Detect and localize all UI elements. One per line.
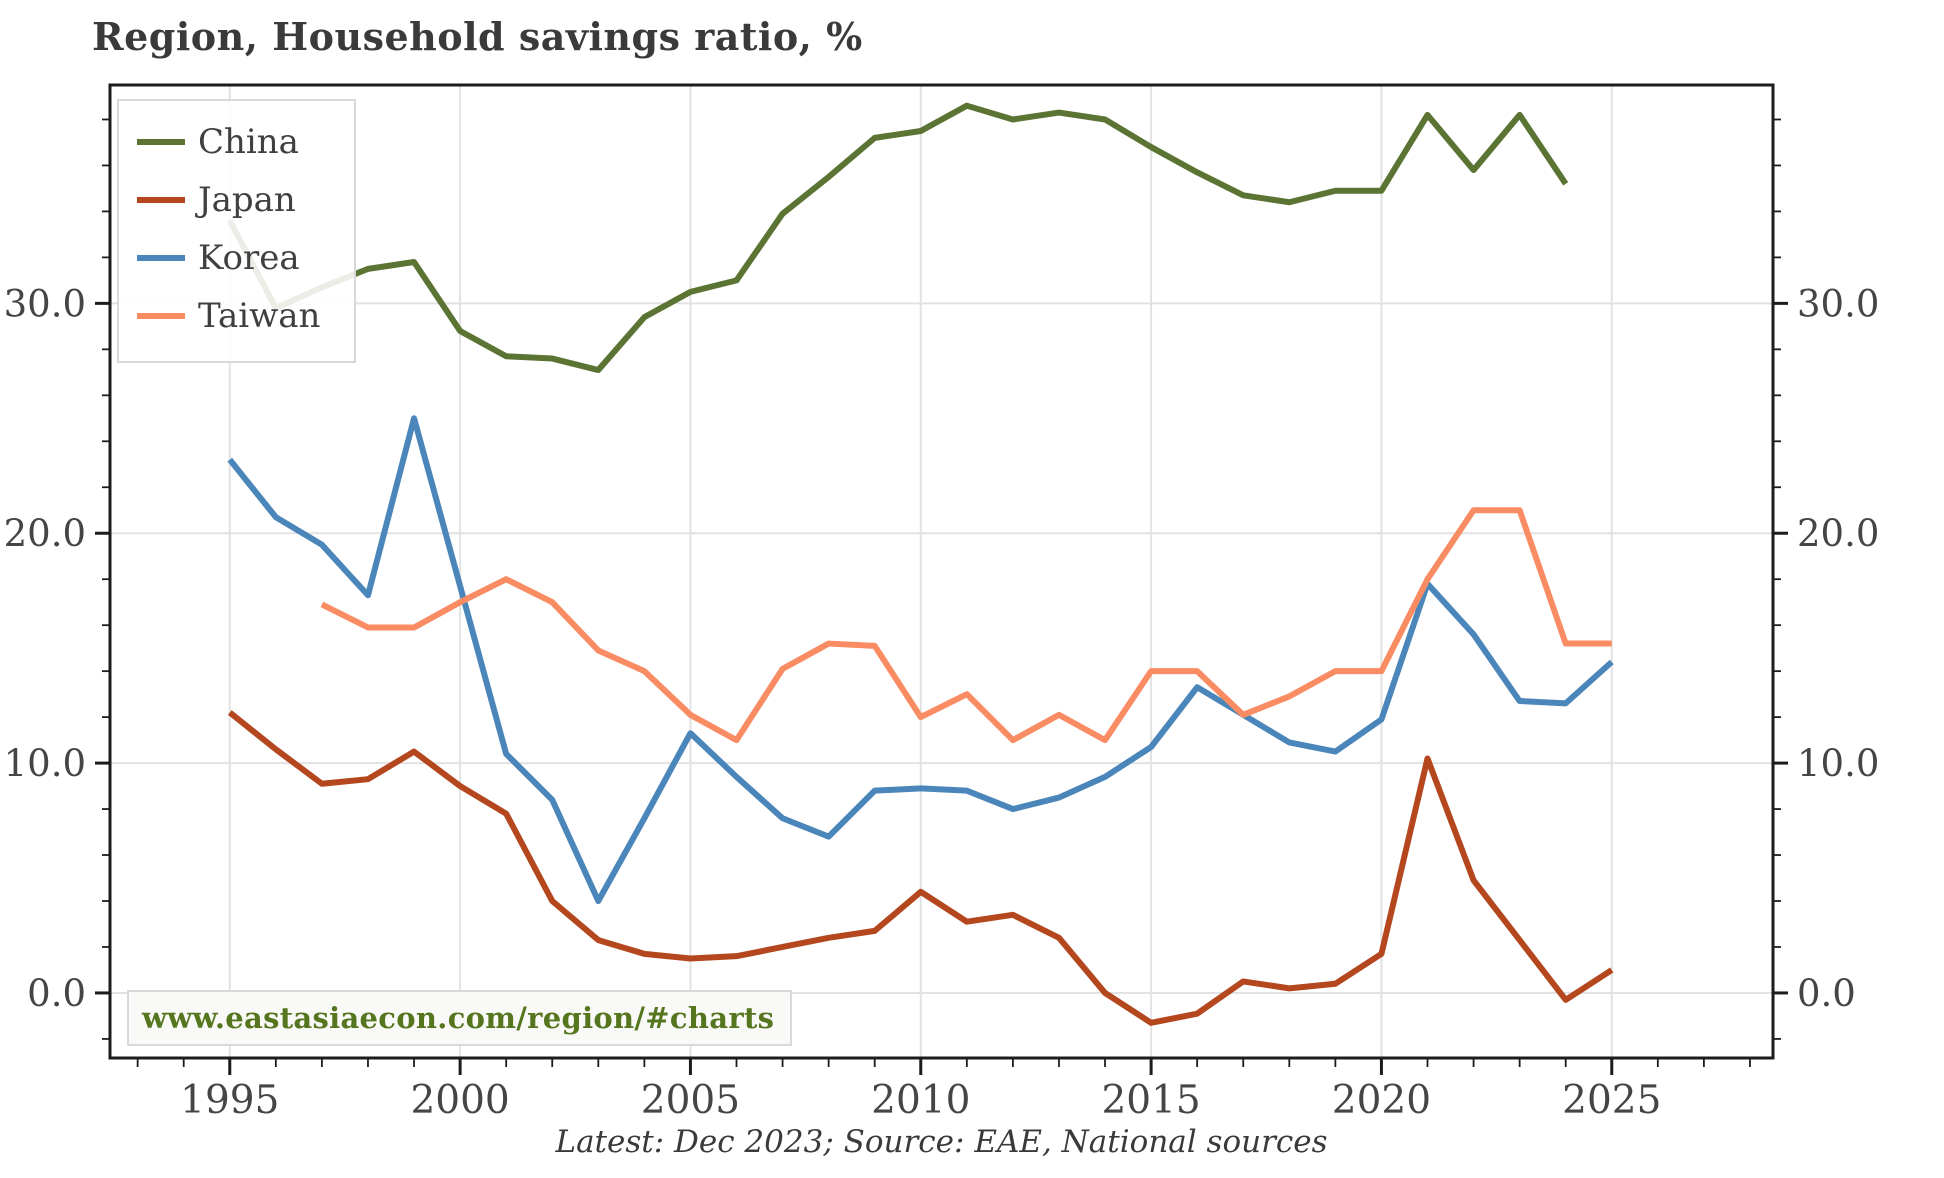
legend-label: Taiwan (198, 296, 321, 336)
legend-item: Taiwan (137, 295, 332, 337)
svg-text:0.0: 0.0 (27, 972, 86, 1015)
legend: China Japan Korea Taiwan (117, 99, 356, 363)
legend-label: Japan (198, 180, 296, 220)
svg-text:10.0: 10.0 (1797, 742, 1879, 785)
legend-swatch-korea (137, 255, 185, 261)
svg-text:20.0: 20.0 (1797, 512, 1879, 555)
svg-text:20.0: 20.0 (4, 512, 86, 555)
page-title: Region, Household savings ratio, % (92, 14, 863, 59)
svg-text:2005: 2005 (641, 1078, 740, 1123)
svg-text:10.0: 10.0 (4, 742, 86, 785)
watermark: www.eastasiaecon.com/region/#charts (127, 990, 793, 1046)
legend-label: China (198, 122, 299, 162)
legend-label: Korea (198, 238, 300, 278)
legend-swatch-taiwan (137, 313, 185, 319)
svg-text:2000: 2000 (410, 1078, 509, 1123)
svg-text:30.0: 30.0 (1797, 282, 1879, 325)
svg-text:2015: 2015 (1101, 1078, 1200, 1123)
svg-text:2020: 2020 (1332, 1078, 1431, 1123)
chart-caption: Latest: Dec 2023; Source: EAE, National … (555, 1124, 1328, 1160)
svg-text:30.0: 30.0 (4, 282, 86, 325)
legend-item: Korea (137, 237, 332, 279)
legend-item: Japan (137, 179, 332, 221)
svg-text:1995: 1995 (180, 1078, 279, 1123)
legend-item: China (137, 121, 332, 163)
legend-swatch-japan (137, 197, 185, 203)
svg-text:2025: 2025 (1562, 1078, 1661, 1123)
svg-text:2010: 2010 (871, 1078, 970, 1123)
legend-swatch-china (137, 139, 185, 145)
svg-text:0.0: 0.0 (1797, 972, 1856, 1015)
